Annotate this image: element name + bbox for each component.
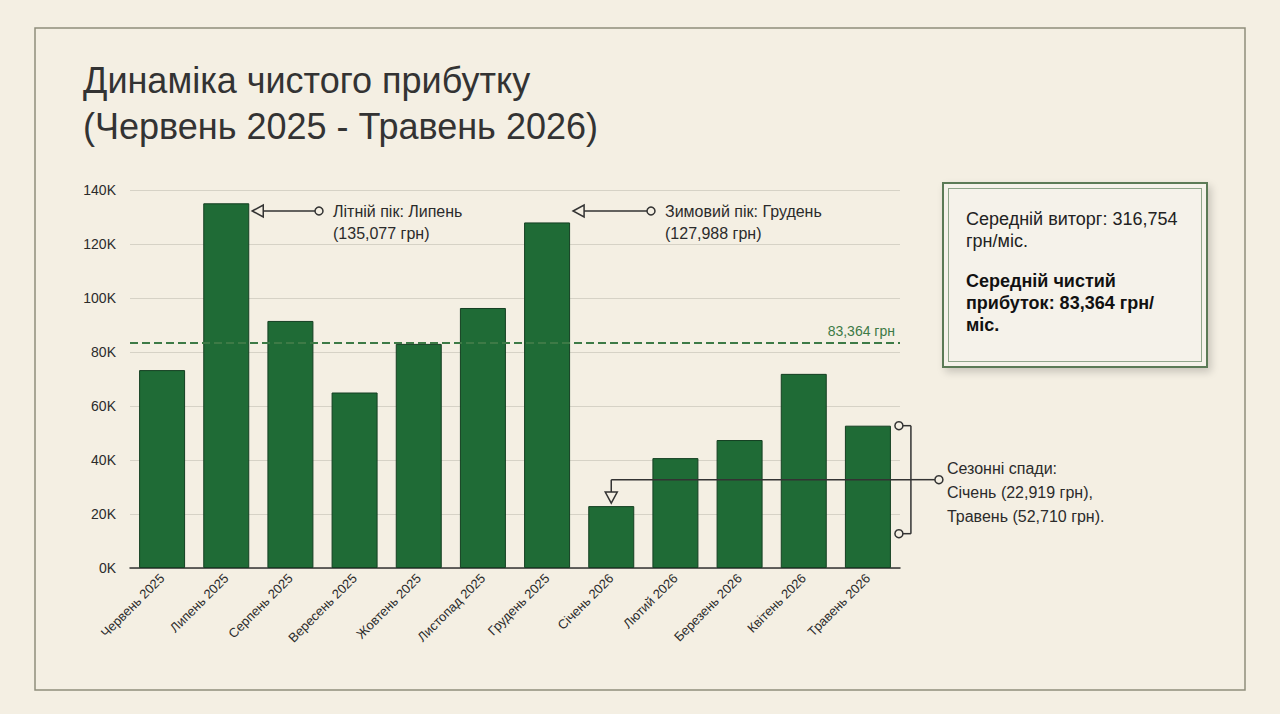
svg-text:Сезонні спади:: Сезонні спади: (947, 460, 1057, 477)
svg-text:(127,988 грн): (127,988 грн) (665, 225, 762, 242)
svg-text:Травень 2026: Травень 2026 (805, 571, 874, 640)
svg-text:60K: 60K (91, 398, 117, 414)
svg-text:100K: 100K (83, 290, 116, 306)
svg-text:Лютий 2026: Лютий 2026 (620, 571, 681, 632)
html-text:Середній виторг: 316,754 грн/м: Середній виторг: 316,754 грн/міс. (966, 209, 1178, 251)
svg-text:Серпень 2025: Серпень 2025 (225, 571, 295, 641)
svg-text:Травень (52,710 грн).: Травень (52,710 грн). (947, 508, 1105, 525)
svg-text:140K: 140K (83, 182, 116, 198)
svg-text:Квітень 2026: Квітень 2026 (744, 571, 809, 636)
svg-text:Липень 2025: Липень 2025 (167, 571, 232, 636)
svg-text:(135,077 грн): (135,077 грн) (333, 225, 430, 242)
svg-text:Січень 2026: Січень 2026 (555, 571, 617, 633)
svg-text:Березень 2026: Березень 2026 (671, 571, 745, 645)
svg-text:40K: 40K (91, 452, 117, 468)
svg-text:Червень 2025: Червень 2025 (98, 571, 168, 641)
svg-text:Вересень 2025: Вересень 2025 (285, 571, 360, 646)
svg-text:83,364 грн: 83,364 грн (828, 323, 895, 339)
svg-text:Січень (22,919 грн),: Січень (22,919 грн), (947, 484, 1093, 501)
svg-text:120K: 120K (83, 236, 116, 252)
svg-text:Грудень 2025: Грудень 2025 (485, 571, 553, 639)
svg-text:Жовтень 2025: Жовтень 2025 (353, 571, 424, 642)
html-text:Середній чистий прибуток: 83,3: Середній чистий прибуток: 83,364 грн/міс… (966, 271, 1154, 335)
svg-text:20K: 20K (91, 506, 117, 522)
svg-text:(Червень 2025 - Травень 2026): (Червень 2025 - Травень 2026) (83, 106, 598, 147)
svg-text:Динаміка чистого прибутку: Динаміка чистого прибутку (83, 60, 530, 101)
svg-text:0K: 0K (99, 560, 117, 576)
svg-text:Листопад 2025: Листопад 2025 (414, 571, 488, 645)
svg-text:80K: 80K (91, 344, 117, 360)
svg-text:Літній пік: Липень: Літній пік: Липень (333, 203, 462, 220)
svg-text:Зимовий пік: Грудень: Зимовий пік: Грудень (665, 203, 822, 220)
